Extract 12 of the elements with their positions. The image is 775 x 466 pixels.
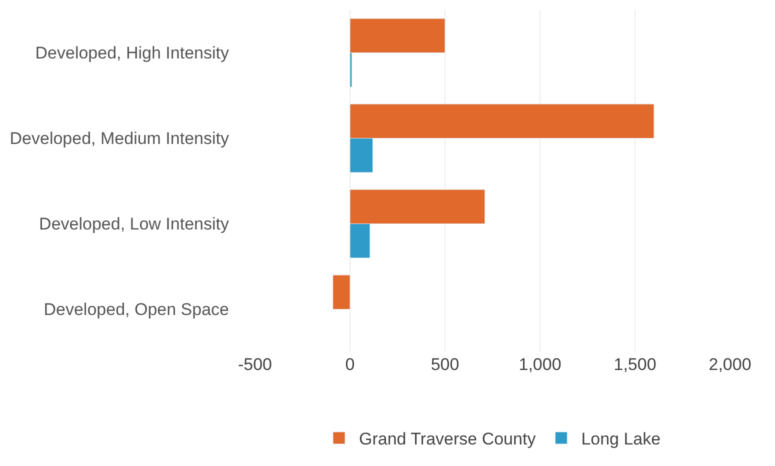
x-tick-label: 1,500 bbox=[614, 355, 656, 374]
x-tick-label: -500 bbox=[238, 355, 272, 374]
x-tick-label: 2,000 bbox=[708, 355, 752, 374]
legend-label: Long Lake bbox=[581, 430, 661, 449]
x-tick-label: 1,000 bbox=[518, 355, 562, 374]
x-tick-label: 0 bbox=[345, 355, 355, 374]
legend-label: Grand Traverse County bbox=[359, 430, 536, 449]
y-tick-label: Developed, Open Space bbox=[44, 300, 229, 320]
y-tick-label: Developed, Medium Intensity bbox=[10, 129, 230, 148]
y-tick-label: Developed, Low Intensity bbox=[39, 214, 230, 234]
y-tick-label: Developed, High Intensity bbox=[35, 44, 230, 63]
x-tick-label: 500 bbox=[430, 355, 460, 374]
